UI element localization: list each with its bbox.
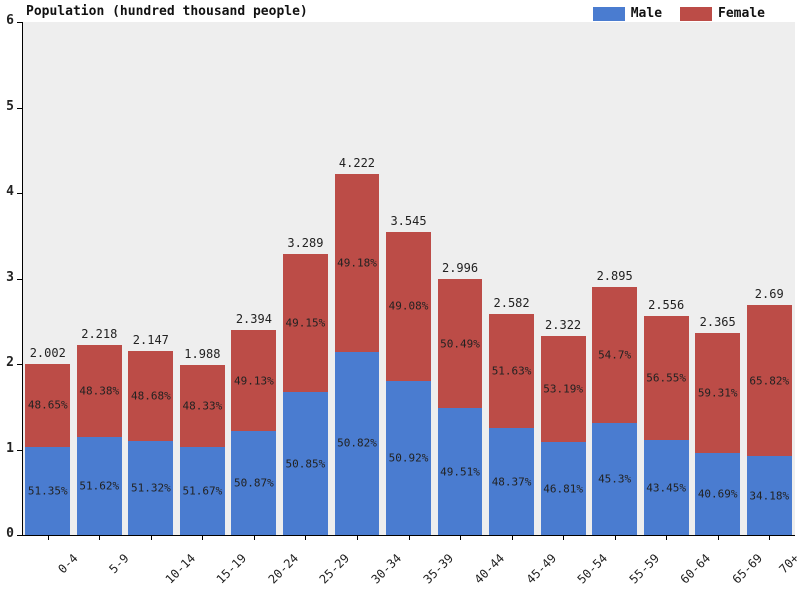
bar-female-pct: 65.82% [749, 374, 789, 387]
bar-total-label: 2.147 [133, 333, 169, 347]
legend-swatch [680, 7, 712, 21]
bar-female-pct: 49.15% [286, 316, 326, 329]
bar-male-pct: 51.67% [182, 485, 222, 498]
x-category-label: 5-9 [107, 551, 132, 576]
bar-female-pct: 50.49% [440, 337, 480, 350]
x-tick [357, 535, 358, 540]
x-tick [409, 535, 410, 540]
bar-female-pct: 49.08% [389, 300, 429, 313]
x-tick [202, 535, 203, 540]
legend: Male Female [593, 6, 765, 21]
bar-total-label: 2.002 [30, 346, 66, 360]
x-tick [48, 535, 49, 540]
x-tick [305, 535, 306, 540]
x-category-label: 50-54 [575, 551, 610, 586]
bar-total-label: 2.365 [700, 315, 736, 329]
bar-total-label: 3.289 [287, 236, 323, 250]
bar-total-label: 2.556 [648, 298, 684, 312]
bar-male-pct: 49.51% [440, 465, 480, 478]
bar-male-pct: 34.18% [749, 489, 789, 502]
x-category-label: 70+ [777, 551, 800, 576]
x-category-label: 25-29 [317, 551, 352, 586]
bar-total-label: 2.394 [236, 312, 272, 326]
legend-label: Female [718, 6, 765, 21]
bar-female-pct: 56.55% [646, 372, 686, 385]
y-tick-label: 4 [6, 184, 14, 199]
bar-male-pct: 50.92% [389, 451, 429, 464]
bar-female-pct: 49.18% [337, 256, 377, 269]
legend-swatch [593, 7, 625, 21]
y-tick-label: 1 [6, 441, 14, 456]
x-category-label: 10-14 [162, 551, 197, 586]
y-tick [17, 108, 22, 109]
bar-male-pct: 50.85% [286, 457, 326, 470]
bar-male-pct: 46.81% [543, 482, 583, 495]
bar-male-pct: 50.82% [337, 437, 377, 450]
bar-male-pct: 51.35% [28, 485, 68, 498]
bar-male-pct: 50.87% [234, 476, 274, 489]
x-tick [563, 535, 564, 540]
x-tick [666, 535, 667, 540]
bar-total-label: 1.988 [184, 347, 220, 361]
y-tick [17, 450, 22, 451]
bar-female-pct: 59.31% [698, 386, 738, 399]
x-tick [718, 535, 719, 540]
bar-male-pct: 40.69% [698, 487, 738, 500]
y-tick [17, 535, 22, 536]
bar-female-pct: 48.68% [131, 390, 171, 403]
x-tick [512, 535, 513, 540]
x-tick [615, 535, 616, 540]
legend-item: Female [680, 6, 765, 21]
bar-total-label: 3.545 [390, 214, 426, 228]
x-category-label: 60-64 [678, 551, 713, 586]
bar-total-label: 2.895 [597, 269, 633, 283]
population-stacked-bar-chart: 0 1 2 3 4 5 6 Population (hundred thousand peop… [0, 0, 800, 600]
x-category-label: 35-39 [420, 551, 455, 586]
y-tick-label: 5 [6, 99, 14, 114]
bar-total-label: 4.222 [339, 156, 375, 170]
y-tick [17, 193, 22, 194]
bar-male-pct: 51.32% [131, 481, 171, 494]
x-tick [99, 535, 100, 540]
bar-female-pct: 48.38% [79, 385, 119, 398]
x-category-label: 20-24 [266, 551, 301, 586]
y-axis-line [22, 22, 23, 535]
bar-total-label: 2.218 [81, 327, 117, 341]
bar-total-label: 2.996 [442, 261, 478, 275]
y-tick [17, 22, 22, 23]
legend-label: Male [631, 6, 662, 21]
bar-total-label: 2.322 [545, 318, 581, 332]
x-tick [769, 535, 770, 540]
x-tick [254, 535, 255, 540]
y-tick-label: 0 [6, 526, 14, 541]
y-tick [17, 279, 22, 280]
x-tick [151, 535, 152, 540]
bar-male-pct: 48.37% [492, 475, 532, 488]
x-category-label: 40-44 [472, 551, 507, 586]
bar-male-pct: 43.45% [646, 481, 686, 494]
x-category-label: 15-19 [214, 551, 249, 586]
bar-total-label: 2.69 [755, 287, 784, 301]
bar-female-pct: 54.7% [598, 349, 631, 362]
x-category-label: 0-4 [55, 551, 80, 576]
y-tick-label: 3 [6, 270, 14, 285]
legend-item: Male [593, 6, 662, 21]
bar-female-pct: 48.65% [28, 399, 68, 412]
bar-female-pct: 53.19% [543, 383, 583, 396]
chart-title: Population (hundred thousand people) [26, 4, 308, 19]
x-tick [460, 535, 461, 540]
bar-female-pct: 51.63% [492, 365, 532, 378]
x-category-label: 45-49 [523, 551, 558, 586]
y-tick-label: 2 [6, 355, 14, 370]
x-category-label: 65-69 [729, 551, 764, 586]
bar-male-pct: 45.3% [598, 472, 631, 485]
x-category-label: 55-59 [626, 551, 661, 586]
y-tick [17, 364, 22, 365]
bar-male-pct: 51.62% [79, 480, 119, 493]
bar-female-pct: 48.33% [182, 400, 222, 413]
bar-total-label: 2.582 [494, 296, 530, 310]
bar-female-pct: 49.13% [234, 374, 274, 387]
y-tick-label: 6 [6, 13, 14, 28]
x-category-label: 30-34 [369, 551, 404, 586]
